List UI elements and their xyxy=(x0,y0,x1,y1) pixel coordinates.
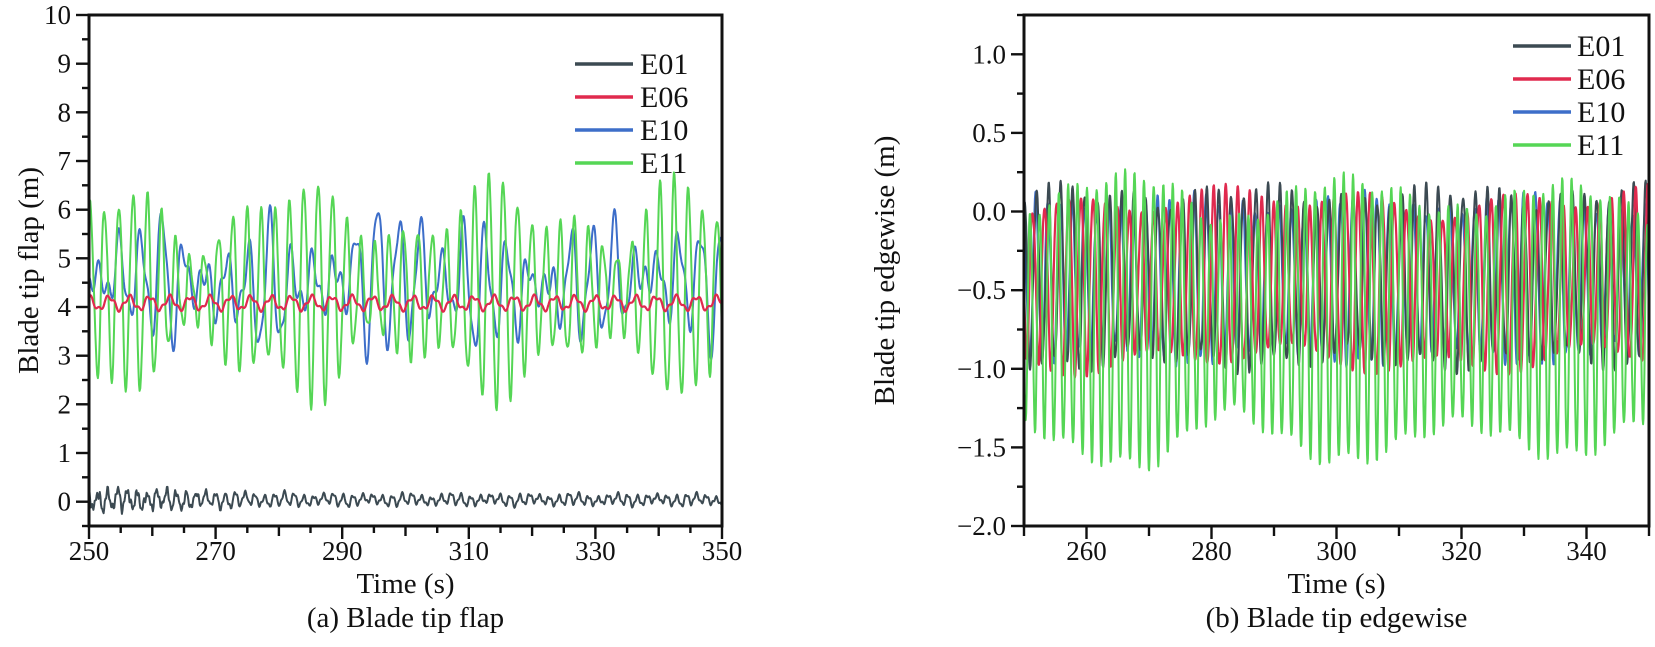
y-tick-label: −2.0 xyxy=(957,511,1006,541)
y-axis-label: Blade tip edgewise (m) xyxy=(869,136,901,406)
x-tick-label: 280 xyxy=(1191,536,1232,566)
chart-caption: (b) Blade tip edgewise xyxy=(1206,602,1468,634)
y-tick-label: 0 xyxy=(58,487,72,517)
legend-label-E10: E10 xyxy=(640,114,688,147)
series-line-E06 xyxy=(89,293,722,313)
legend-label-E06: E06 xyxy=(1577,63,1625,96)
x-tick-label: 260 xyxy=(1066,536,1107,566)
legend-item-E11: E11 xyxy=(575,147,687,180)
y-axis-label: Blade tip flap (m) xyxy=(13,167,45,374)
series-group xyxy=(1024,168,1649,472)
legend-item-E01: E01 xyxy=(1513,30,1625,63)
chart-blade-tip-flap: 250 270 290 310 330 350 0 1 2 3 4 5 6 7 8 9 10 Time (s)(a… xyxy=(13,0,742,634)
legend-item-E11: E11 xyxy=(1513,129,1624,162)
y-tick-label: 10 xyxy=(44,0,71,30)
legend-label-E01: E01 xyxy=(640,48,688,81)
y-axis-ticks xyxy=(1011,13,1024,528)
y-tick-label: −1.5 xyxy=(957,432,1006,462)
x-tick-label: 310 xyxy=(449,536,490,566)
x-tick-label: 320 xyxy=(1441,536,1482,566)
legend-label-E06: E06 xyxy=(640,81,688,114)
y-tick-label: −0.5 xyxy=(957,275,1006,305)
legend-item-E01: E01 xyxy=(575,48,688,81)
y-axis-ticks xyxy=(76,13,89,528)
y-tick-label: 7 xyxy=(58,146,72,176)
y-tick-label: 0.0 xyxy=(972,197,1006,227)
series-line-E11 xyxy=(89,171,722,412)
plot-border xyxy=(87,13,724,528)
x-axis-ticks xyxy=(87,526,724,539)
x-axis-ticks xyxy=(1022,526,1651,539)
y-tick-label: 0.5 xyxy=(972,118,1006,148)
chart-caption: (a) Blade tip flap xyxy=(307,602,504,634)
legend-item-E10: E10 xyxy=(1513,96,1625,129)
x-tick-label: 300 xyxy=(1316,536,1357,566)
y-tick-label: 4 xyxy=(58,292,72,322)
legend-label-E10: E10 xyxy=(1577,96,1625,129)
x-tick-label: 340 xyxy=(1566,536,1607,566)
y-tick-label: 1.0 xyxy=(972,39,1006,69)
x-tick-label: 290 xyxy=(322,536,363,566)
x-tick-label: 330 xyxy=(575,536,616,566)
chart-blade-tip-edgewise: 260 280 300 320 340 −2.0 −1.5 −1.0 −0.5 0.0 0.5 1.0… xyxy=(869,13,1651,634)
y-tick-label: 3 xyxy=(58,341,72,371)
y-tick-label: 8 xyxy=(58,97,72,127)
legend-item-E06: E06 xyxy=(575,81,688,114)
series-line-E11 xyxy=(1024,168,1649,472)
series-group xyxy=(89,171,722,515)
legend-label-E11: E11 xyxy=(1577,129,1624,162)
series-line-E01 xyxy=(89,485,722,515)
y-tick-label: 5 xyxy=(58,243,72,273)
x-tick-label: 270 xyxy=(195,536,236,566)
legend-label-E01: E01 xyxy=(1577,30,1625,63)
y-tick-label: 6 xyxy=(58,195,72,225)
y-tick-label: 9 xyxy=(58,49,72,79)
x-axis-label: Time (s) xyxy=(1287,568,1385,600)
legend-item-E10: E10 xyxy=(575,114,688,147)
x-tick-label: 350 xyxy=(702,536,743,566)
y-tick-label: 2 xyxy=(58,389,72,419)
legend-label-E11: E11 xyxy=(640,147,687,180)
y-tick-label: −1.0 xyxy=(957,354,1006,384)
x-tick-label: 250 xyxy=(69,536,110,566)
y-tick-label: 1 xyxy=(58,438,72,468)
series-line-E10 xyxy=(89,204,722,365)
legend-item-E06: E06 xyxy=(1513,63,1625,96)
x-axis-label: Time (s) xyxy=(356,568,454,600)
